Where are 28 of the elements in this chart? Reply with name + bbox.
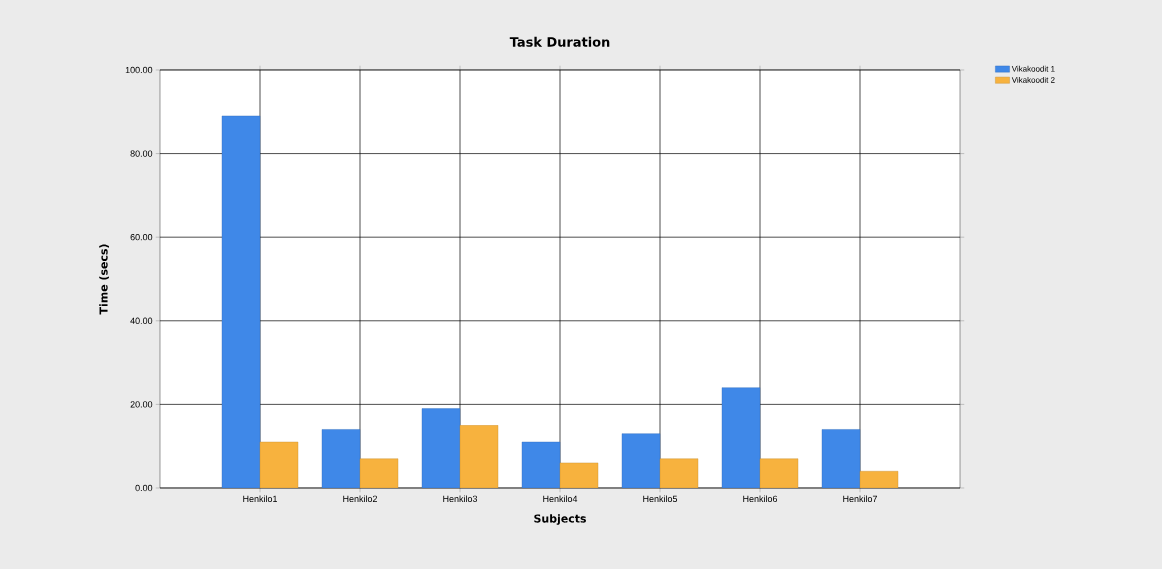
- bar: [621, 433, 661, 488]
- x-tick-label: Henkilo6: [743, 495, 778, 503]
- x-tick-label: Henkilo3: [443, 495, 478, 503]
- x-tick-label: Henkilo4: [543, 495, 578, 503]
- x-tick-label: Henkilo2: [343, 495, 377, 503]
- bar: [659, 458, 699, 488]
- x-tick-label: Henkilo5: [643, 495, 678, 503]
- bar: [521, 441, 561, 488]
- y-tick-label: 40.00: [130, 317, 153, 324]
- y-tick-label: 0.00: [135, 484, 153, 492]
- y-tick-label: 80.00: [130, 150, 153, 157]
- y-tick-label: 100.00: [125, 66, 153, 74]
- bar: [321, 429, 361, 488]
- x-tick-label: Henkilo7: [843, 495, 877, 503]
- x-axis-title: Subjects: [534, 514, 586, 525]
- bar: [421, 408, 461, 488]
- chart-title: Task Duration: [509, 36, 610, 47]
- bar: [359, 458, 399, 488]
- y-axis-title: Time (secs): [99, 244, 109, 315]
- bar: [459, 425, 499, 488]
- bar: [759, 458, 799, 488]
- bar: [221, 115, 261, 488]
- x-tick-label: Henkilo1: [243, 495, 278, 503]
- bar: [721, 387, 761, 488]
- bar: [259, 441, 299, 488]
- bar: [821, 429, 861, 488]
- y-tick-label: 20.00: [130, 401, 153, 408]
- y-tick-label: 60.00: [130, 234, 153, 241]
